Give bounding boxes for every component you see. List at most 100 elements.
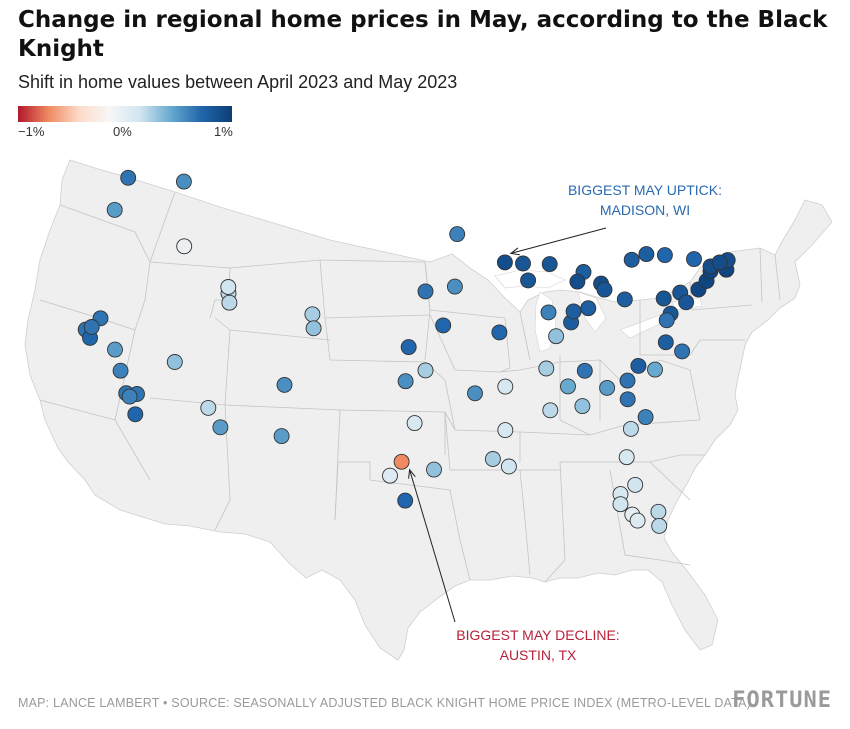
metro-point	[449, 226, 466, 243]
metro-point	[175, 173, 192, 190]
metro-point	[426, 461, 442, 478]
metro-point	[417, 362, 434, 379]
metro-point	[678, 294, 695, 311]
metro-point	[619, 391, 636, 408]
metro-point	[538, 360, 555, 377]
metro-point	[491, 324, 508, 341]
metro-point	[658, 312, 675, 329]
metro-points	[77, 169, 736, 534]
page-subtitle: Shift in home values between April 2023 …	[18, 72, 458, 92]
legend-mid-label: 0%	[113, 124, 132, 139]
page-title: Change in regional home prices in May, a…	[18, 7, 828, 62]
metro-point	[599, 379, 616, 396]
metro-point	[200, 399, 217, 416]
decline-annotation: BIGGEST MAY DECLINE: AUSTIN, TX	[440, 625, 636, 665]
metro-point	[166, 354, 183, 370]
metro-point	[397, 492, 414, 509]
metro-point	[467, 385, 483, 402]
metro-point	[220, 279, 237, 295]
metro-point	[106, 201, 123, 218]
metro-point	[647, 361, 663, 378]
metro-point	[618, 449, 635, 466]
metro-point	[121, 388, 138, 405]
metro-point	[176, 238, 193, 255]
metro-point	[541, 256, 558, 273]
metro-point	[656, 247, 673, 264]
metro-point	[627, 476, 644, 493]
metro-point	[674, 343, 691, 360]
metro-point	[127, 406, 144, 423]
metro-point	[417, 283, 434, 300]
decline-annotation-line1: BIGGEST MAY DECLINE:	[456, 627, 620, 643]
annotation-arrows	[408, 227, 607, 623]
metro-point	[382, 467, 398, 484]
legend-gradient-bar	[18, 106, 232, 122]
uptick-arrowhead	[509, 247, 520, 256]
metro-point	[221, 294, 238, 311]
metro-point	[560, 378, 576, 395]
metro-point	[112, 362, 129, 379]
legend-max-label: 1%	[214, 124, 233, 139]
metro-point	[548, 328, 565, 345]
metro-point	[574, 398, 591, 415]
metro-point	[622, 420, 639, 437]
metro-point	[630, 357, 647, 374]
decline-arrowhead	[408, 468, 416, 479]
metro-point	[500, 458, 517, 475]
metro-point	[623, 251, 640, 268]
metro-point	[711, 254, 728, 271]
uptick-annotation: BIGGEST MAY UPTICK: MADISON, WI	[555, 180, 735, 220]
uptick-annotation-line1: BIGGEST MAY UPTICK:	[567, 182, 723, 198]
metro-point	[616, 291, 633, 308]
metro-point	[400, 339, 417, 356]
metro-point	[273, 428, 290, 445]
metro-point	[406, 415, 423, 432]
metro-point	[619, 372, 636, 389]
metro-point	[657, 334, 674, 351]
metro-point	[637, 409, 654, 426]
metro-point	[397, 373, 414, 390]
metro-point	[212, 419, 229, 436]
metro-point	[612, 496, 629, 513]
metro-point	[497, 378, 514, 395]
metro-point	[542, 402, 559, 419]
metro-point	[276, 376, 293, 393]
metro-point	[520, 272, 537, 289]
metro-point	[569, 273, 586, 290]
metro-point	[83, 319, 100, 335]
metro-point	[304, 306, 321, 323]
metro-point	[576, 362, 593, 379]
metro-point	[638, 246, 655, 263]
metro-point	[655, 290, 672, 307]
metro-point	[580, 300, 597, 317]
uptick-annotation-line2: MADISON, WI	[599, 202, 691, 218]
metro-point	[515, 255, 531, 272]
metro-point	[393, 453, 410, 470]
metro-point	[107, 341, 123, 358]
source-footer: MAP: LANCE LAMBERT • SOURCE: SEASONALLY …	[18, 696, 751, 710]
metro-point	[305, 320, 322, 337]
metro-point	[686, 251, 702, 268]
fortune-logo: FORTUNE	[732, 688, 832, 713]
metro-point	[435, 317, 452, 334]
metro-point	[651, 517, 668, 534]
metro-point	[120, 169, 137, 186]
us-landmass	[24, 159, 833, 661]
metro-point	[540, 304, 557, 321]
legend-min-label: −1%	[18, 124, 45, 139]
metro-point	[629, 512, 646, 529]
color-legend: −1% 0% 1%	[18, 106, 233, 139]
metro-point	[497, 422, 514, 439]
decline-annotation-line2: AUSTIN, TX	[499, 647, 577, 663]
contiguous-us-shape	[24, 159, 833, 661]
metro-point	[650, 503, 667, 520]
metro-point	[446, 278, 463, 295]
state-borders	[39, 191, 781, 583]
metro-point	[484, 451, 501, 467]
metro-point	[596, 281, 613, 298]
uptick-arrow	[510, 227, 607, 254]
metro-point	[565, 303, 582, 320]
decline-arrow	[409, 469, 456, 623]
metro-point	[496, 254, 513, 271]
